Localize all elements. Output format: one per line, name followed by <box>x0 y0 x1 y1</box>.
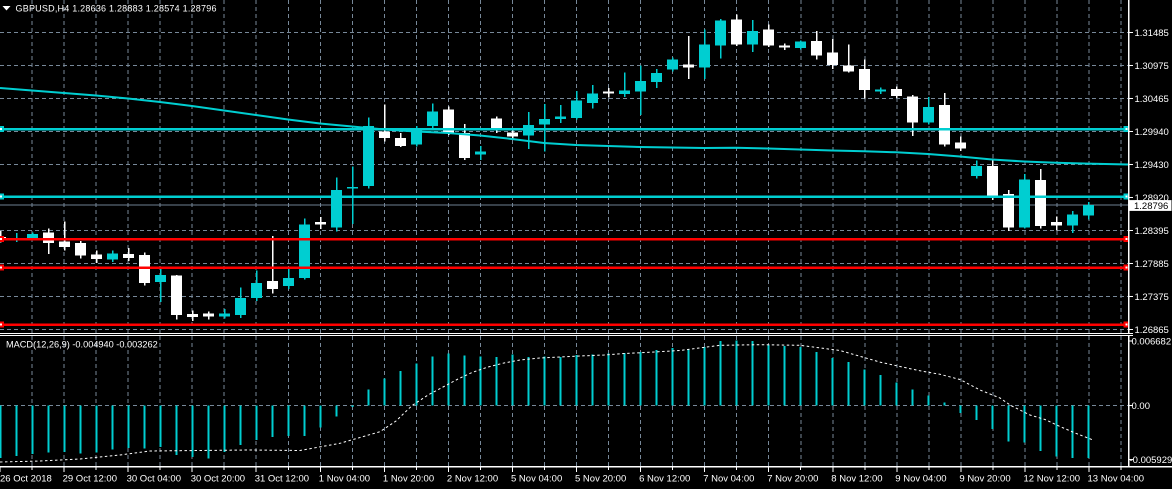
svg-text:6 Nov 12:00: 6 Nov 12:00 <box>639 474 690 485</box>
svg-text:-0.005929: -0.005929 <box>1130 455 1172 466</box>
svg-text:1.26865: 1.26865 <box>1135 325 1169 336</box>
svg-text:30 Oct 20:00: 30 Oct 20:00 <box>191 474 245 485</box>
svg-text:1 Nov 04:00: 1 Nov 04:00 <box>319 474 370 485</box>
svg-text:9 Nov 20:00: 9 Nov 20:00 <box>959 474 1010 485</box>
svg-text:0.00: 0.00 <box>1132 401 1151 412</box>
svg-text:5 Nov 20:00: 5 Nov 20:00 <box>575 474 626 485</box>
svg-text:1.28395: 1.28395 <box>1135 226 1169 237</box>
svg-text:1.30975: 1.30975 <box>1135 61 1169 72</box>
svg-text:2 Nov 12:00: 2 Nov 12:00 <box>447 474 498 485</box>
svg-text:30 Oct 04:00: 30 Oct 04:00 <box>127 474 181 485</box>
svg-text:1 Nov 20:00: 1 Nov 20:00 <box>383 474 434 485</box>
svg-text:1.28920: 1.28920 <box>1135 193 1169 204</box>
svg-text:26 Oct 2018: 26 Oct 2018 <box>0 474 52 485</box>
svg-text:1.29430: 1.29430 <box>1135 160 1169 171</box>
svg-text:0.006682: 0.006682 <box>1132 336 1172 347</box>
svg-text:1.28796: 1.28796 <box>1134 201 1168 212</box>
svg-text:7 Nov 20:00: 7 Nov 20:00 <box>767 474 818 485</box>
svg-text:MACD(12,26,9) -0.004940 -0.003: MACD(12,26,9) -0.004940 -0.003262 <box>6 339 158 349</box>
svg-text:GBPUSD,H4 1.28636 1.28883 1.2: GBPUSD,H4 1.28636 1.28883 1.28574 1.2879… <box>16 3 217 13</box>
svg-text:7 Nov 04:00: 7 Nov 04:00 <box>703 474 754 485</box>
svg-text:1.29940: 1.29940 <box>1135 127 1169 138</box>
svg-text:31 Oct 12:00: 31 Oct 12:00 <box>255 474 309 485</box>
svg-text:13 Nov 04:00: 13 Nov 04:00 <box>1088 474 1145 485</box>
svg-text:1.31485: 1.31485 <box>1135 28 1169 39</box>
svg-text:1.27375: 1.27375 <box>1135 292 1169 303</box>
svg-text:8 Nov 12:00: 8 Nov 12:00 <box>831 474 882 485</box>
svg-text:1.27885: 1.27885 <box>1135 259 1169 270</box>
svg-text:1.30465: 1.30465 <box>1135 94 1169 105</box>
svg-text:12 Nov 12:00: 12 Nov 12:00 <box>1024 474 1081 485</box>
svg-text:9 Nov 04:00: 9 Nov 04:00 <box>895 474 946 485</box>
svg-text:5 Nov 04:00: 5 Nov 04:00 <box>511 474 562 485</box>
svg-text:29 Oct 12:00: 29 Oct 12:00 <box>63 474 117 485</box>
